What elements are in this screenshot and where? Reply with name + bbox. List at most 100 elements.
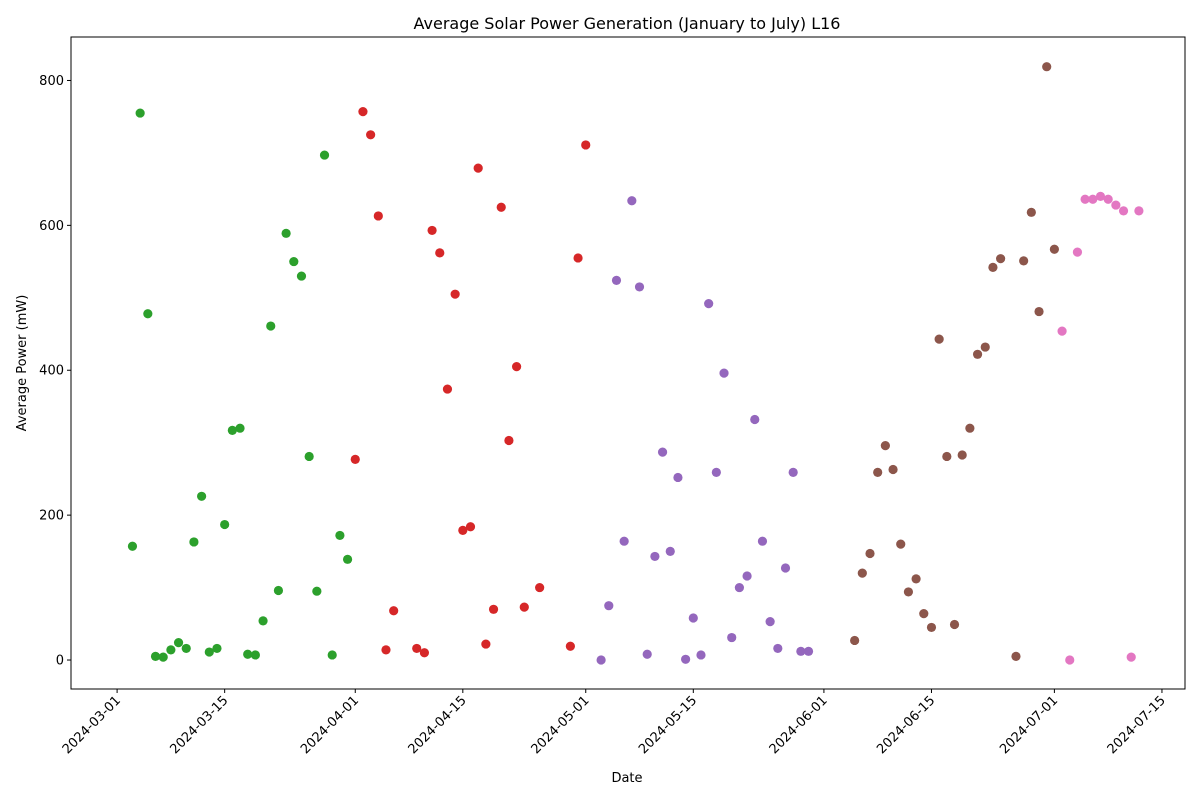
data-point bbox=[1026, 207, 1036, 217]
data-point bbox=[742, 571, 752, 581]
data-point bbox=[296, 271, 307, 281]
data-point bbox=[957, 450, 967, 460]
data-point bbox=[511, 362, 522, 372]
data-point bbox=[880, 440, 890, 451]
data-point bbox=[934, 334, 944, 344]
data-point bbox=[1111, 200, 1121, 210]
data-point bbox=[1118, 206, 1129, 216]
x-tick-label: 2024-05-15 bbox=[636, 693, 700, 757]
data-point bbox=[442, 384, 453, 394]
data-point bbox=[519, 602, 529, 612]
data-point bbox=[719, 368, 729, 378]
data-point bbox=[673, 472, 683, 483]
data-point bbox=[435, 248, 445, 258]
x-tick-label: 2024-07-01 bbox=[997, 693, 1061, 757]
data-point bbox=[150, 651, 161, 662]
data-point bbox=[865, 548, 875, 559]
data-point bbox=[266, 321, 276, 331]
y-tick-label: 400 bbox=[39, 364, 64, 379]
data-points bbox=[127, 62, 1144, 665]
data-point bbox=[1057, 326, 1067, 336]
data-point bbox=[127, 541, 138, 551]
data-point bbox=[919, 609, 929, 619]
data-point bbox=[565, 641, 575, 651]
data-point bbox=[258, 616, 268, 626]
data-point bbox=[1019, 256, 1029, 266]
data-point bbox=[319, 150, 330, 160]
data-point bbox=[627, 196, 637, 206]
data-point bbox=[942, 451, 952, 462]
data-point bbox=[681, 654, 691, 664]
data-point bbox=[965, 423, 975, 433]
data-point bbox=[1126, 652, 1136, 662]
data-point bbox=[1049, 244, 1059, 254]
y-tick-label: 200 bbox=[39, 509, 64, 524]
data-point bbox=[896, 539, 906, 549]
x-tick-label: 2024-06-01 bbox=[767, 693, 831, 757]
x-tick-label: 2024-04-01 bbox=[298, 693, 362, 757]
data-point bbox=[857, 568, 867, 578]
data-point bbox=[888, 464, 898, 475]
y-axis-title: Average Power (mW) bbox=[15, 295, 30, 432]
data-point bbox=[1095, 191, 1106, 201]
data-point bbox=[327, 650, 337, 660]
data-point bbox=[220, 519, 230, 530]
x-tick-label: 2024-03-15 bbox=[167, 693, 231, 757]
data-point bbox=[181, 643, 191, 654]
x-tick-label: 2024-07-15 bbox=[1105, 693, 1169, 757]
data-point bbox=[873, 467, 883, 477]
data-point bbox=[704, 299, 714, 309]
data-point bbox=[1080, 194, 1090, 204]
data-point bbox=[911, 574, 921, 584]
data-point bbox=[780, 563, 791, 573]
data-point bbox=[1034, 306, 1044, 317]
data-point bbox=[650, 551, 660, 562]
data-point bbox=[796, 646, 806, 656]
data-point bbox=[381, 645, 391, 655]
data-point bbox=[696, 650, 706, 660]
data-point bbox=[980, 342, 990, 352]
y-tick-label: 800 bbox=[39, 74, 64, 89]
data-point bbox=[212, 643, 222, 654]
y-tick-label: 600 bbox=[39, 219, 64, 234]
plot-frame bbox=[70, 36, 1186, 690]
data-point bbox=[850, 635, 860, 646]
data-point bbox=[1134, 206, 1144, 216]
data-point bbox=[727, 632, 737, 643]
data-point bbox=[665, 546, 675, 556]
data-point bbox=[427, 225, 437, 236]
data-point bbox=[189, 537, 199, 547]
data-point bbox=[757, 536, 768, 546]
data-point bbox=[642, 649, 652, 659]
data-point bbox=[243, 649, 253, 659]
x-tick-label: 2024-06-15 bbox=[874, 693, 938, 757]
data-point bbox=[373, 211, 383, 221]
x-tick-label: 2024-05-01 bbox=[529, 693, 593, 757]
data-point bbox=[788, 467, 798, 477]
data-point bbox=[166, 645, 176, 655]
data-point bbox=[465, 522, 476, 532]
data-point bbox=[419, 648, 430, 658]
data-point bbox=[389, 606, 399, 616]
data-point bbox=[573, 253, 583, 263]
data-point bbox=[342, 554, 353, 564]
data-point bbox=[504, 435, 514, 446]
data-point bbox=[358, 107, 368, 117]
data-point bbox=[773, 643, 783, 654]
data-point bbox=[949, 619, 960, 630]
data-point bbox=[173, 638, 184, 648]
data-point bbox=[634, 282, 645, 292]
data-point bbox=[903, 587, 914, 597]
chart-title: Average Solar Power Generation (January … bbox=[414, 14, 841, 33]
data-point bbox=[350, 454, 360, 464]
data-point bbox=[488, 604, 499, 614]
data-point bbox=[366, 130, 376, 140]
data-point bbox=[604, 601, 614, 611]
data-point bbox=[596, 655, 606, 665]
data-point bbox=[235, 423, 245, 433]
data-point bbox=[611, 275, 622, 286]
x-tick-label: 2024-04-15 bbox=[406, 693, 470, 757]
data-point bbox=[158, 652, 168, 662]
